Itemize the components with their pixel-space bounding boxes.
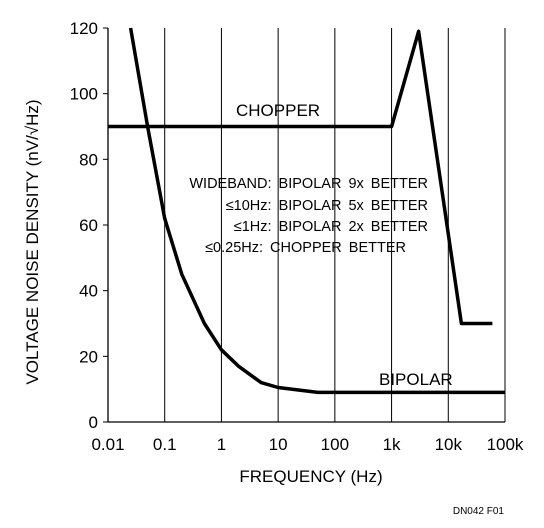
y-tick-label-60: 60: [79, 216, 98, 235]
figure-id: DN042 F01: [453, 506, 505, 517]
x-tick-label-1k: 1k: [383, 435, 401, 454]
x-tick-label-100k: 100k: [487, 435, 524, 454]
series-line-bipolar: [128, 27, 505, 395]
series-line-chopper: [108, 29, 493, 326]
y-axis-label: VOLTAGE NOISE DENSITY (nV/√Hz): [23, 99, 42, 384]
annotation-10hz: ≤10Hz: BIPOLAR 5x BETTER: [226, 198, 428, 214]
x-tick-label-0.1: 0.1: [153, 435, 177, 454]
annotation-1hz: ≤1Hz: BIPOLAR 2x BETTER: [234, 219, 428, 235]
x-tick-label-1: 1: [217, 435, 226, 454]
y-tick-label-120: 120: [70, 19, 98, 38]
labels: CHOPPER BIPOLAR WIDEBAND: BIPOLAR 9x BET…: [23, 99, 504, 517]
series-lines: [108, 27, 505, 395]
y-tick-label-100: 100: [70, 85, 98, 104]
y-tick-label-40: 40: [79, 282, 98, 301]
x-axis-label: FREQUENCY (Hz): [239, 467, 382, 486]
y-tick-label-20: 20: [79, 347, 98, 366]
y-tick-label-0: 0: [89, 413, 98, 432]
x-tick-label-100: 100: [321, 435, 349, 454]
series-label-bipolar: BIPOLAR: [379, 370, 453, 389]
axes: 0 20 40 60 80 100 120 0.01 0.1 1 10 100 1k 10k 100k: [70, 19, 524, 454]
annotation-wideband: WIDEBAND: BIPOLAR 9x BETTER: [189, 176, 428, 192]
annotation-025hz: ≤0.25Hz: CHOPPER BETTER: [205, 240, 406, 256]
x-tick-label-0.01: 0.01: [91, 435, 124, 454]
series-label-chopper: CHOPPER: [236, 101, 320, 120]
x-tick-label-10: 10: [269, 435, 288, 454]
y-tick-label-80: 80: [79, 150, 98, 169]
x-tick-label-10k: 10k: [435, 435, 463, 454]
